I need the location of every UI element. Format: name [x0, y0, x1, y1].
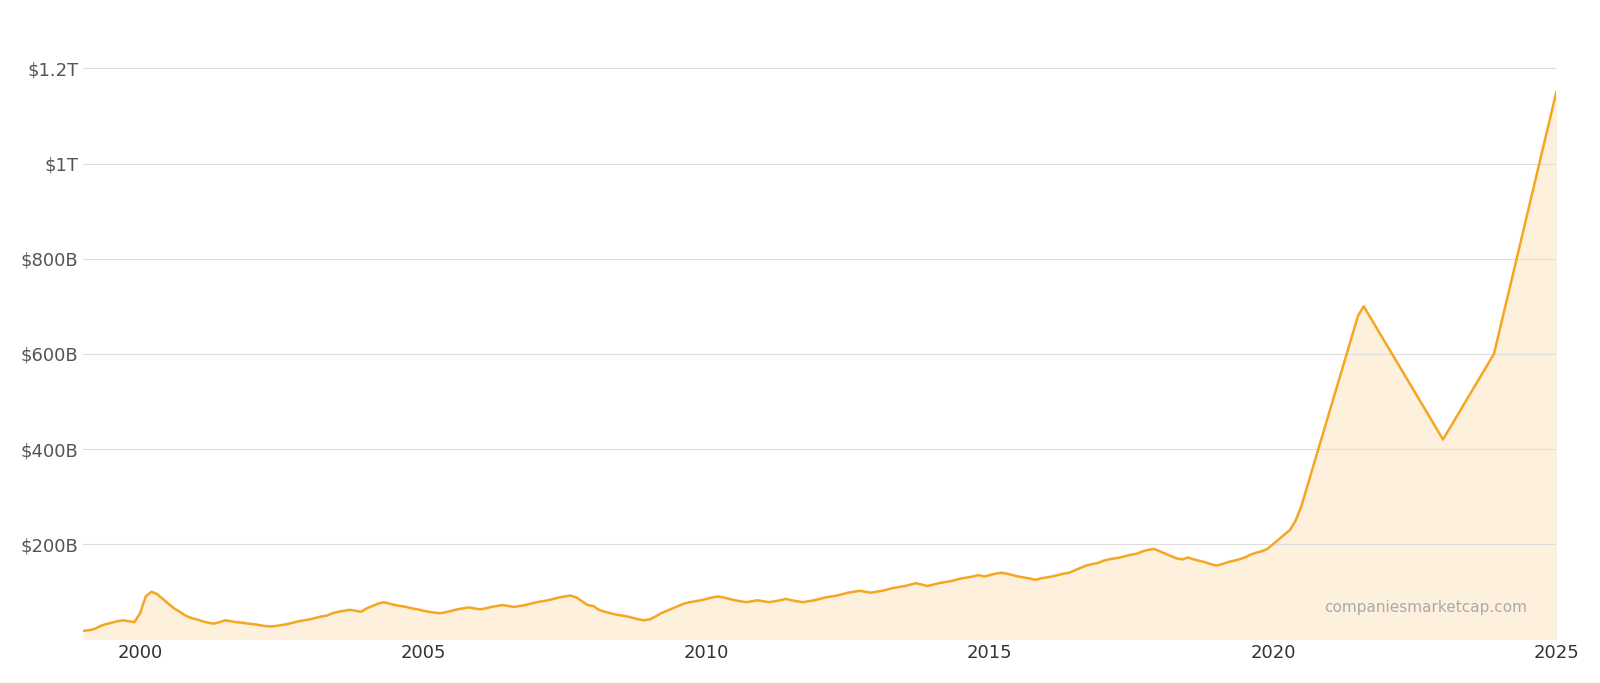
Text: companiesmarketcap.com: companiesmarketcap.com [1323, 600, 1526, 615]
